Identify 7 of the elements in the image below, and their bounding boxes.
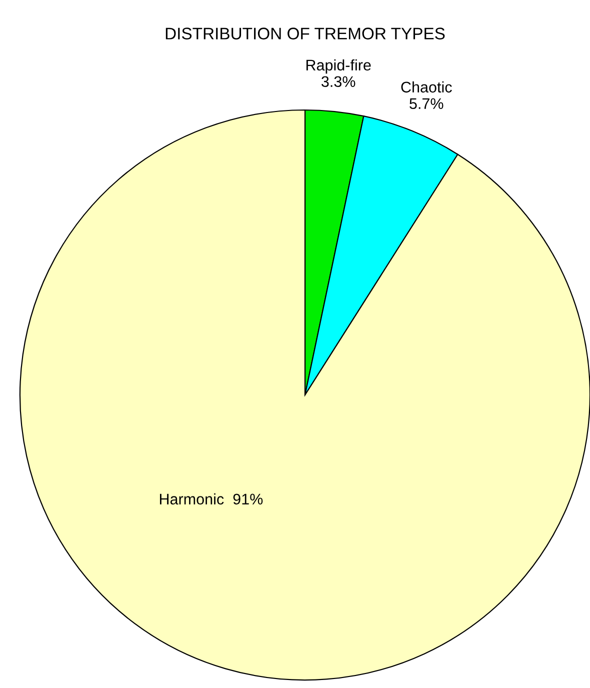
slice-label: Rapid-fire (306, 59, 371, 74)
chart-title: DISTRIBUTION OF TREMOR TYPES (166, 28, 445, 40)
data-label: 3.3% (322, 76, 356, 88)
slice-label: Chaotic (401, 81, 452, 93)
pie-slice (19, 109, 590, 681)
slice-label: Harmonic 91% (160, 493, 263, 505)
data-label: 5.7% (410, 98, 444, 110)
